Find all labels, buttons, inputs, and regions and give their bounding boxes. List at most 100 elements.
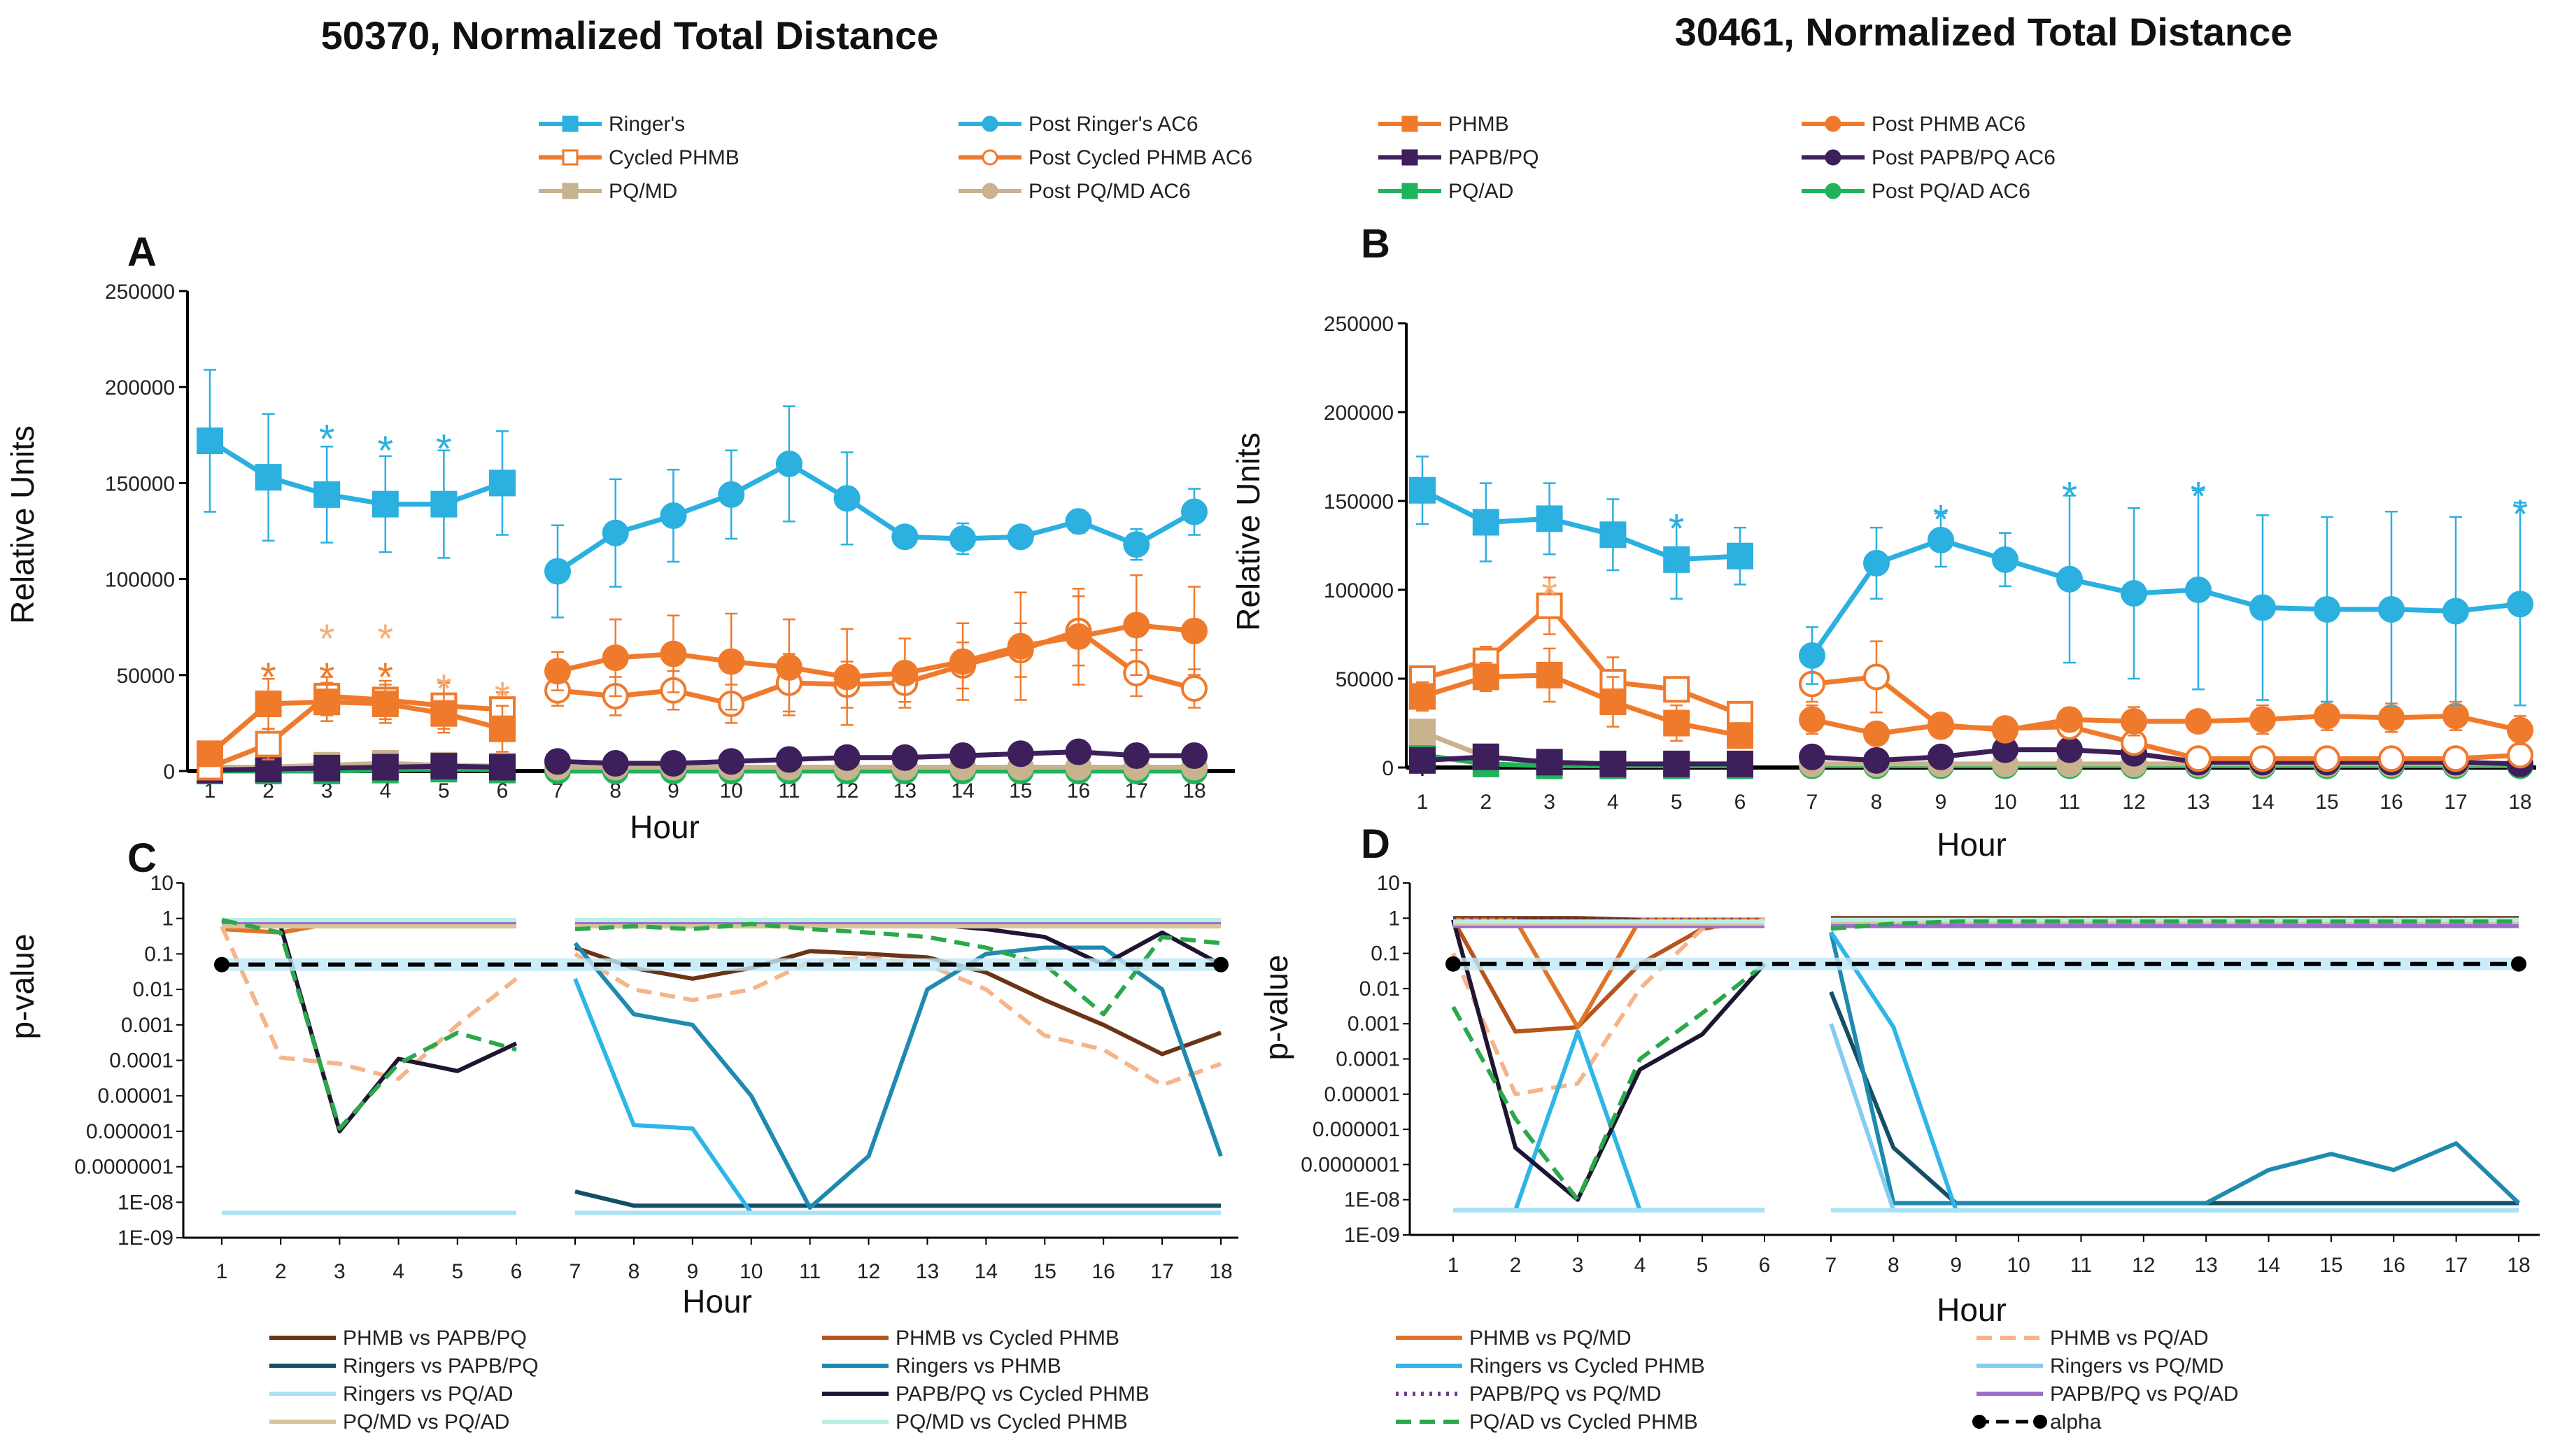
data-point-circle <box>775 450 802 477</box>
data-point-circle <box>1799 706 1825 733</box>
legend-item-papb-pq: PAPB/PQ <box>1378 146 1539 169</box>
x-tick-label: 17 <box>2444 791 2467 814</box>
panel-label-d: D <box>1361 821 1390 867</box>
data-point-circle <box>1181 675 1208 702</box>
x-tick-label: 3 <box>1572 1254 1584 1277</box>
significance-star: * <box>2191 474 2207 520</box>
legend-label: PHMB vs PQ/MD <box>1469 1327 1632 1350</box>
data-point-square <box>489 754 516 781</box>
legend-marker <box>1401 115 1418 132</box>
x-tick-label: 11 <box>2070 1254 2092 1277</box>
x-tick-label: 7 <box>552 779 564 803</box>
significance-star: * <box>495 674 511 719</box>
data-point-circle <box>1992 546 2018 573</box>
series-post-phmb-ac6 <box>1799 700 2533 747</box>
x-tick-label: 5 <box>451 1260 463 1283</box>
data-point-square <box>1409 747 1436 774</box>
x-tick-label: 2 <box>262 779 274 803</box>
legend-label: Post PQ/MD AC6 <box>1028 180 1191 203</box>
data-point-square <box>255 690 282 717</box>
data-point-circle <box>1181 617 1208 644</box>
alpha-marker <box>1445 956 1461 972</box>
series-papb-pq-vs-pq-ad <box>222 921 1221 926</box>
series-line <box>208 699 503 756</box>
legend-item-papb-pq-vs-pq-ad: PAPB/PQ vs PQ/AD <box>1976 1383 2239 1406</box>
x-axis-label: Hour <box>1937 826 2007 863</box>
legend-item-alpha: alpha <box>1972 1411 2102 1434</box>
data-point-circle <box>1123 531 1150 558</box>
x-tick-label: 2 <box>1480 791 1492 814</box>
legend-item-pq-ad-vs-cycled-phmb: PQ/AD vs Cycled PHMB <box>1396 1411 1698 1434</box>
data-point-square <box>1536 592 1563 619</box>
data-point-circle <box>1863 720 1890 747</box>
data-point-circle <box>1065 623 1092 650</box>
series-line <box>1811 713 2521 737</box>
series-line <box>208 439 504 507</box>
data-point-square <box>1599 688 1627 716</box>
data-point-square <box>430 753 458 780</box>
y-tick-label: 0.000001 <box>86 1120 174 1143</box>
data-point-square <box>197 740 223 768</box>
panel-d: 10 1 0.1 0.01 0.001 0.0001 0.00001 0.000001 0.00… <box>1258 872 2540 1328</box>
data-point-square <box>1409 719 1436 746</box>
legend-item-pq-md: PQ/MD <box>539 180 677 203</box>
significance-star: * <box>319 417 335 462</box>
data-point-square <box>1663 676 1690 703</box>
data-point-square <box>1727 542 1753 570</box>
series-post-papb-pq-ac6 <box>544 738 1208 777</box>
y-tick-label: 0.0000001 <box>1301 1153 1400 1176</box>
data-point-circle <box>891 660 919 687</box>
data-point-circle <box>833 663 861 691</box>
legend-label: Cycled PHMB <box>609 146 740 169</box>
legend-marker <box>1401 183 1418 199</box>
title-left: 50370, Normalized Total Distance <box>321 13 939 57</box>
legend-label: PQ/AD vs Cycled PHMB <box>1469 1411 1698 1434</box>
x-tick-label: 6 <box>511 1260 523 1283</box>
data-point-circle <box>891 744 919 771</box>
data-point-circle <box>2185 745 2212 772</box>
legend-item-papb-pq-vs-pq-md: PAPB/PQ vs PQ/MD <box>1396 1383 1662 1406</box>
data-point-square <box>1727 750 1753 777</box>
legend-marker <box>562 149 579 166</box>
series-line <box>557 622 1195 680</box>
series-cycled-phmb <box>1409 576 1753 728</box>
panel-label-b: B <box>1361 221 1390 267</box>
series-line <box>1810 537 2521 657</box>
x-axis-label: Hour <box>1937 1292 2007 1328</box>
legend-label: PHMB vs Cycled PHMB <box>896 1327 1119 1350</box>
y-tick-label: 0.00001 <box>1324 1083 1400 1106</box>
legend-label: PAPB/PQ vs Cycled PHMB <box>896 1383 1150 1406</box>
data-point-square <box>1536 661 1563 688</box>
x-tick-label: 13 <box>2194 1254 2217 1277</box>
legend-label: PHMB <box>1448 113 1509 136</box>
x-tick-label: 1 <box>1448 1254 1459 1277</box>
legend-marker <box>982 115 998 132</box>
x-tick-label: 16 <box>2379 791 2403 814</box>
y-tick-label: 0.0001 <box>1336 1048 1400 1071</box>
series-post-cycled-phmb-ac6 <box>1799 640 2533 772</box>
data-point-circle <box>2442 702 2469 730</box>
series-line <box>574 1189 1221 1208</box>
data-point-square <box>1727 722 1753 749</box>
data-point-circle <box>1123 612 1150 639</box>
legend-label: PQ/MD vs Cycled PHMB <box>896 1411 1128 1434</box>
data-point-circle <box>2185 707 2212 735</box>
y-tick-label: 100000 <box>105 569 175 592</box>
legend-marker <box>982 183 998 199</box>
x-tick-label: 9 <box>667 779 679 803</box>
alpha-marker <box>1213 956 1229 973</box>
x-tick-label: 3 <box>1543 791 1555 814</box>
y-tick-label: 0.000001 <box>1313 1118 1400 1141</box>
y-axis-label: p-value <box>1258 955 1294 1061</box>
y-axis-label: Relative Units <box>4 425 41 624</box>
y-tick-label: 1 <box>162 907 174 931</box>
series-line <box>574 921 1222 1017</box>
legend-item-ringers-vs-phmb: Ringers vs PHMB <box>822 1355 1061 1378</box>
legend-label: Post Cycled PHMB AC6 <box>1028 146 1252 169</box>
y-axis-label: Relative Units <box>1230 432 1266 631</box>
data-point-circle <box>1007 523 1034 551</box>
series-alpha <box>1445 956 2526 972</box>
x-tick-label: 8 <box>628 1260 640 1283</box>
data-point-square <box>372 690 399 717</box>
